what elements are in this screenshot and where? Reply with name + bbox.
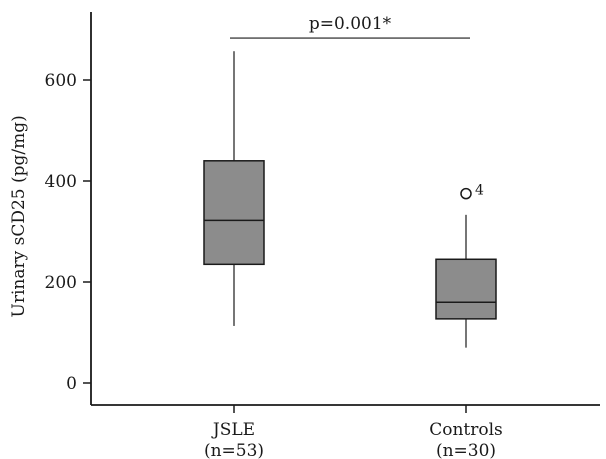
y-tick-label: 0	[66, 374, 77, 394]
y-tick-label: 600	[45, 71, 77, 91]
y-tick-label: 400	[45, 172, 77, 192]
x-tick-sublabel: (n=30)	[436, 441, 496, 459]
outlier-label: 4	[475, 183, 484, 199]
box	[203, 160, 265, 266]
x-tick-label: JSLE	[211, 420, 255, 440]
outlier-point	[460, 187, 472, 200]
box	[435, 258, 497, 320]
y-axis-label: Urinary sCD25 (pg/mg)	[9, 115, 29, 317]
x-tick-sublabel: (n=53)	[204, 441, 264, 459]
box-series-1	[203, 51, 265, 326]
significance-label: p=0.001*	[309, 14, 392, 34]
x-tick-label: Controls	[429, 420, 503, 440]
box-series-2: 4	[435, 183, 497, 348]
y-tick-label: 200	[45, 273, 77, 293]
